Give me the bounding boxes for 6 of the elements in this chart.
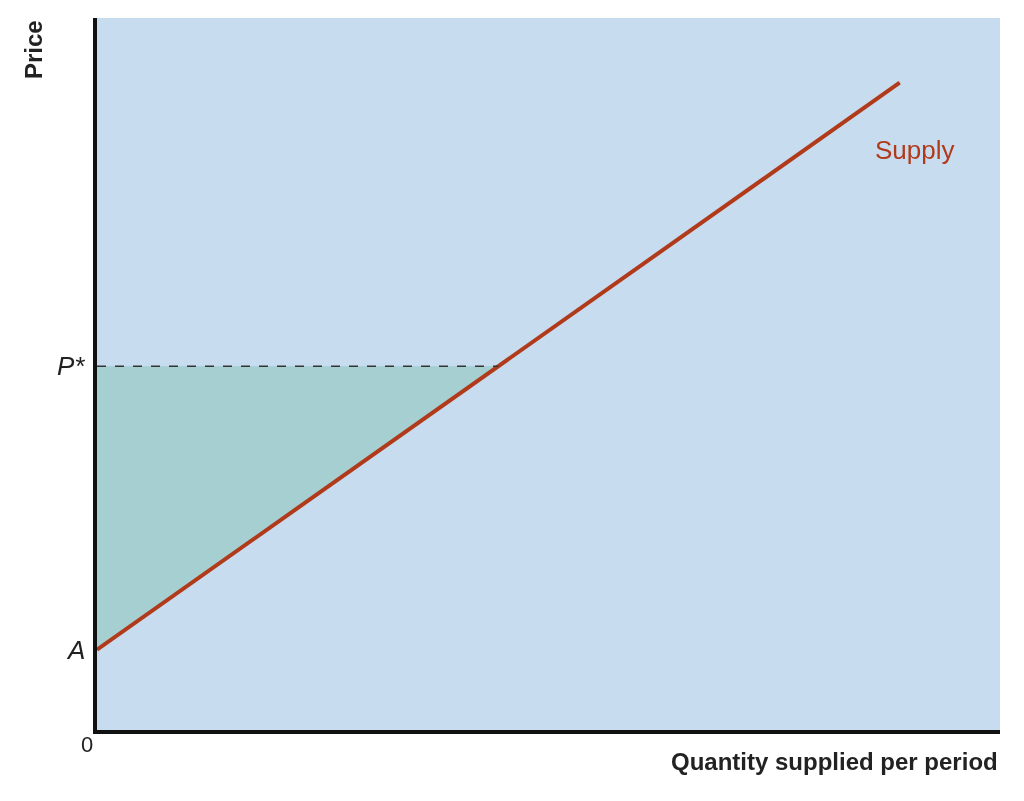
ref-line-label: P*	[57, 351, 86, 381]
text: A	[66, 635, 86, 665]
series-label: Supply	[875, 135, 955, 165]
y-axis-title: Price	[20, 20, 47, 79]
x-axis-title: Quantity supplied per period	[671, 748, 998, 775]
text: 0	[81, 732, 94, 757]
